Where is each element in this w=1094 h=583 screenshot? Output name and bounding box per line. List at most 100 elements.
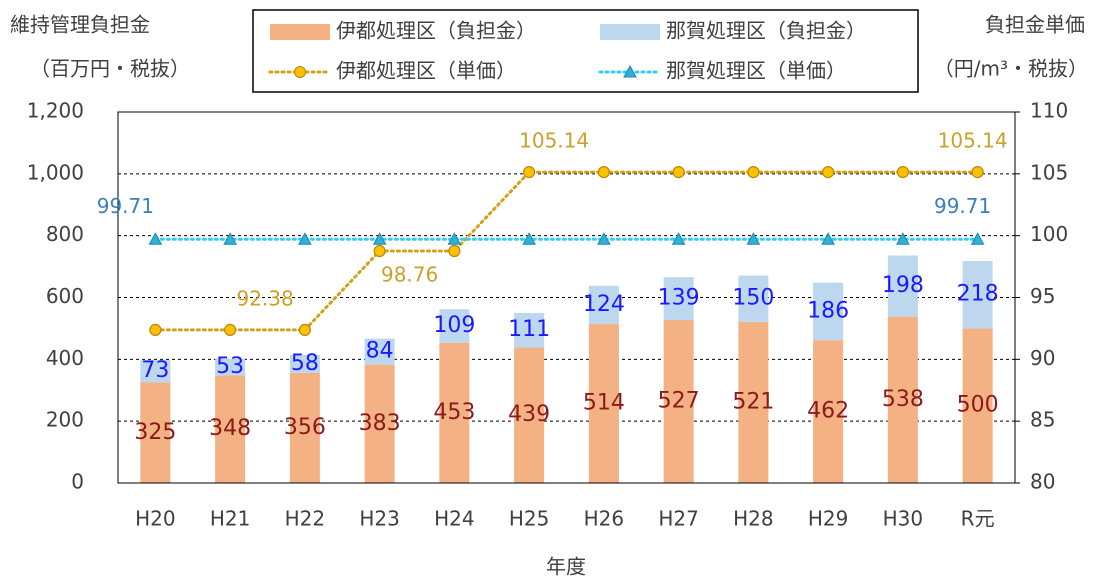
x-tick-label: H25 xyxy=(509,507,550,531)
line-marker xyxy=(224,323,237,337)
bar xyxy=(439,342,470,483)
plot-border xyxy=(117,111,1016,484)
bar xyxy=(738,275,769,322)
bar-value-label: 58 xyxy=(291,351,319,376)
bar xyxy=(364,338,395,365)
y2-tick-label: 100 xyxy=(1030,222,1068,246)
y2-tick-label: 85 xyxy=(1030,408,1055,432)
bar-value-label: 218 xyxy=(957,282,999,307)
line-marker xyxy=(671,232,686,245)
x-tick-label: R元 xyxy=(961,507,995,531)
line-marker xyxy=(372,232,387,245)
legend-label: 伊都処理区（単価） xyxy=(336,59,516,83)
y-tick-label: 200 xyxy=(46,408,84,432)
x-tick-label: H22 xyxy=(285,507,326,531)
line-marker xyxy=(822,166,835,179)
y2-axis-label: （円/m³・税抜） xyxy=(934,57,1088,81)
line-marker xyxy=(821,232,835,245)
bar-value-label: 73 xyxy=(141,358,169,383)
bar xyxy=(813,282,844,341)
y-tick-label: 1,000 xyxy=(27,160,84,184)
bar xyxy=(514,312,545,348)
line-marker xyxy=(971,166,984,179)
line-marker xyxy=(523,166,536,179)
bar-value-label: 348 xyxy=(209,416,251,441)
line-marker xyxy=(148,232,163,245)
legend-swatch xyxy=(600,24,660,40)
y2-tick-label: 90 xyxy=(1030,346,1055,370)
bar-value-label: 325 xyxy=(134,420,176,445)
bar xyxy=(813,340,844,483)
bar xyxy=(588,285,619,325)
bar xyxy=(140,382,171,483)
bar xyxy=(663,320,694,483)
x-tick-label: H27 xyxy=(658,507,699,531)
legend-marker xyxy=(294,66,306,78)
x-tick-label: H20 xyxy=(135,507,176,531)
line-marker xyxy=(597,166,610,179)
bar-value-label: 521 xyxy=(732,389,774,414)
line-marker xyxy=(298,232,312,245)
y-tick-label: 400 xyxy=(46,346,84,370)
line-value-label: 105.14 xyxy=(938,129,1008,153)
bar-value-label: 538 xyxy=(882,387,924,412)
bar-value-label: 186 xyxy=(807,298,849,323)
y-tick-label: 0 xyxy=(71,470,84,494)
bar-value-label: 500 xyxy=(957,393,999,418)
y-axis-label: 維持管理負担金 xyxy=(10,13,150,37)
bar xyxy=(663,277,694,321)
bar xyxy=(289,372,320,483)
legend-box xyxy=(252,9,919,93)
bar-value-label: 150 xyxy=(732,286,774,311)
legend-label: 那賀処理区（負担金） xyxy=(666,19,866,43)
bar-value-label: 356 xyxy=(284,415,326,440)
line-marker xyxy=(672,166,685,179)
legend-label: 伊都処理区（負担金） xyxy=(336,19,536,43)
line-value-label: 99.71 xyxy=(934,194,991,218)
bar xyxy=(215,375,246,483)
line-marker xyxy=(896,232,910,245)
bar-value-label: 111 xyxy=(508,317,550,342)
x-tick-label: H21 xyxy=(210,507,251,531)
y2-axis-label: 負担金単価 xyxy=(985,13,1085,37)
bar-value-label: 198 xyxy=(882,273,924,298)
bar xyxy=(887,255,918,317)
line-value-label: 98.76 xyxy=(381,263,438,287)
x-tick-label: H23 xyxy=(359,507,400,531)
bar xyxy=(364,364,395,483)
x-tick-label: H28 xyxy=(733,507,774,531)
line-marker xyxy=(298,323,311,337)
bar xyxy=(215,359,246,376)
line-marker xyxy=(223,232,237,245)
bar xyxy=(140,359,171,383)
x-tick-label: H29 xyxy=(808,507,849,531)
bar-value-label: 453 xyxy=(433,400,475,425)
bar-value-label: 124 xyxy=(583,292,625,317)
y-tick-label: 800 xyxy=(46,222,84,246)
line-value-label: 92.38 xyxy=(236,286,293,310)
x-tick-label: H26 xyxy=(584,507,625,531)
bar-value-label: 514 xyxy=(583,391,625,416)
line-marker xyxy=(970,232,985,245)
line-marker xyxy=(896,166,909,179)
x-tick-label: H30 xyxy=(883,507,924,531)
line-value-label: 99.71 xyxy=(97,194,154,218)
legend-marker xyxy=(623,64,637,78)
y-tick-label: 600 xyxy=(46,284,84,308)
bar-value-label: 139 xyxy=(658,286,700,311)
bar xyxy=(887,316,918,483)
legend-swatch xyxy=(270,24,330,40)
bar-value-label: 462 xyxy=(807,399,849,424)
y2-tick-label: 95 xyxy=(1030,284,1055,308)
line-marker xyxy=(746,232,761,245)
y2-tick-label: 80 xyxy=(1030,470,1055,494)
bar xyxy=(439,309,470,343)
bar-value-label: 439 xyxy=(508,402,550,427)
bar xyxy=(962,328,993,483)
line-marker xyxy=(597,232,611,245)
x-tick-label: H24 xyxy=(434,507,475,531)
bar xyxy=(588,324,619,483)
bar-value-label: 383 xyxy=(359,411,401,436)
bar-value-label: 109 xyxy=(433,313,475,338)
